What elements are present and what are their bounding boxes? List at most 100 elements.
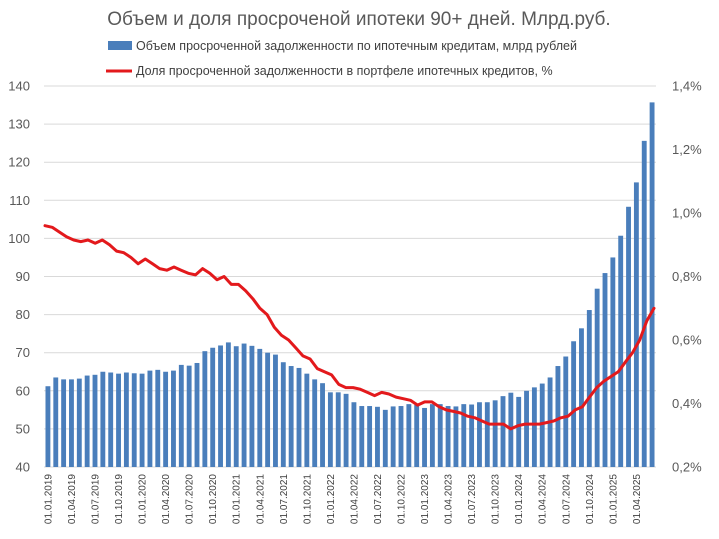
bar bbox=[618, 235, 624, 467]
line-series bbox=[43, 224, 656, 431]
bar bbox=[563, 356, 569, 467]
x-tick-label: 01.07.2020 bbox=[185, 474, 196, 524]
bar bbox=[123, 372, 129, 467]
bar bbox=[257, 348, 263, 467]
bar bbox=[327, 392, 333, 467]
bar bbox=[382, 409, 388, 467]
bar bbox=[422, 407, 427, 467]
bar bbox=[633, 182, 639, 467]
x-tick-label: 01.10.2023 bbox=[491, 474, 502, 524]
bar bbox=[186, 365, 192, 467]
legend-bar-swatch bbox=[108, 41, 132, 50]
y-left-tick-label: 110 bbox=[9, 193, 30, 208]
legend-line-label: Доля просроченной задолженности в портфе… bbox=[136, 64, 553, 78]
bar bbox=[531, 387, 537, 467]
bar bbox=[343, 393, 349, 467]
y-left-tick-label: 50 bbox=[16, 421, 30, 436]
bar bbox=[453, 406, 459, 467]
y-left-tick-label: 90 bbox=[16, 269, 30, 284]
bar bbox=[649, 102, 655, 468]
y-left-tick-label: 40 bbox=[16, 460, 30, 475]
x-tick-label: 01.01.2021 bbox=[232, 474, 243, 524]
bar bbox=[351, 402, 357, 467]
bar bbox=[218, 345, 223, 467]
bar bbox=[390, 406, 396, 467]
bar bbox=[178, 364, 184, 467]
line-path bbox=[43, 224, 656, 431]
bar bbox=[492, 400, 498, 467]
y-left-tick-label: 70 bbox=[16, 345, 30, 360]
x-tick-label: 01.01.2023 bbox=[420, 474, 431, 524]
x-tick-label: 01.07.2023 bbox=[467, 474, 478, 524]
bar bbox=[524, 390, 529, 467]
bar bbox=[155, 369, 161, 467]
bar bbox=[445, 406, 451, 467]
bar bbox=[69, 379, 74, 467]
x-tick-label: 01.04.2019 bbox=[67, 474, 78, 524]
bar bbox=[76, 378, 82, 467]
x-tick-label: 01.04.2022 bbox=[349, 474, 360, 524]
bar bbox=[131, 373, 137, 467]
y-right-tick-label: 0,2% bbox=[672, 460, 702, 475]
bar bbox=[265, 352, 271, 467]
x-tick-label: 01.04.2023 bbox=[444, 474, 455, 524]
bar bbox=[398, 406, 404, 467]
x-tick-label: 01.10.2021 bbox=[302, 474, 313, 524]
bar bbox=[92, 374, 98, 467]
bar bbox=[147, 370, 153, 467]
bar bbox=[626, 206, 631, 468]
y-left-tick-label: 80 bbox=[16, 307, 30, 322]
bar bbox=[288, 366, 294, 467]
x-tick-label: 01.10.2022 bbox=[397, 474, 408, 524]
bar bbox=[602, 273, 608, 467]
x-tick-label: 01.01.2025 bbox=[608, 474, 619, 524]
x-tick-label: 01.01.2019 bbox=[43, 474, 54, 524]
bar bbox=[555, 366, 561, 467]
x-tick-label: 01.04.2024 bbox=[538, 474, 549, 524]
bar bbox=[194, 362, 200, 467]
y-axis-left: 40 50 60 70 80 90 100 110 120 130 140 bbox=[8, 79, 30, 475]
bar bbox=[484, 402, 490, 467]
bar bbox=[594, 288, 600, 467]
bar bbox=[53, 377, 59, 467]
x-tick-label: 01.07.2019 bbox=[91, 474, 102, 524]
bar bbox=[233, 346, 239, 467]
y-axis-right: 0,2% 0,4% 0,6% 0,8% 1,0% 1,2% 1,4% bbox=[672, 79, 702, 475]
x-tick-label: 01.04.2021 bbox=[255, 474, 266, 524]
x-tick-label: 01.04.2020 bbox=[161, 474, 172, 524]
x-tick-label: 01.10.2020 bbox=[208, 474, 219, 524]
bar bbox=[273, 354, 278, 467]
bar bbox=[225, 342, 231, 467]
bar bbox=[539, 383, 545, 467]
x-tick-label: 01.07.2024 bbox=[561, 474, 572, 524]
y-left-tick-label: 140 bbox=[8, 79, 30, 94]
bar bbox=[579, 328, 584, 467]
bar bbox=[61, 379, 67, 467]
bar bbox=[171, 370, 176, 467]
x-tick-label: 01.07.2021 bbox=[279, 474, 290, 524]
bar bbox=[375, 406, 380, 467]
bar bbox=[586, 310, 592, 467]
x-tick-label: 01.10.2019 bbox=[114, 474, 125, 524]
bar bbox=[202, 351, 208, 467]
x-tick-label: 01.07.2022 bbox=[373, 474, 384, 524]
bar bbox=[469, 404, 475, 467]
bar bbox=[108, 372, 114, 467]
bar bbox=[304, 373, 310, 467]
bar bbox=[429, 404, 435, 467]
bar bbox=[500, 396, 506, 467]
bar bbox=[210, 347, 216, 467]
y-right-tick-label: 1,0% bbox=[672, 206, 702, 221]
bar bbox=[280, 362, 286, 467]
bar bbox=[84, 375, 90, 467]
bar bbox=[406, 404, 412, 467]
bar bbox=[477, 402, 482, 467]
bar bbox=[359, 406, 365, 467]
y-right-tick-label: 1,4% bbox=[672, 79, 702, 94]
bar bbox=[312, 379, 318, 467]
bar bbox=[116, 373, 121, 467]
bar bbox=[320, 383, 325, 467]
y-right-tick-label: 0,8% bbox=[672, 269, 702, 284]
bar bbox=[437, 404, 443, 467]
